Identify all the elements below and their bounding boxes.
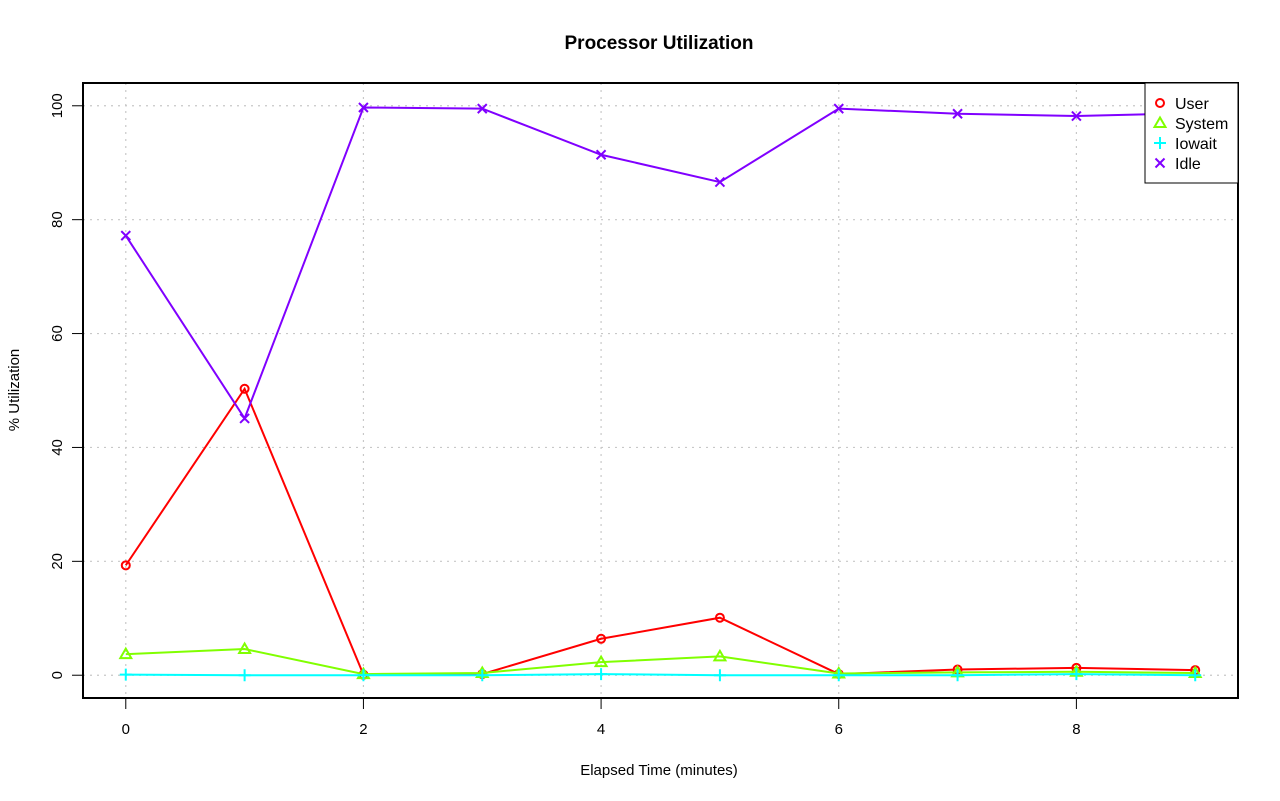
- grid: [83, 83, 1238, 698]
- legend-label-user: User: [1175, 96, 1209, 113]
- data-point-idle: [714, 176, 726, 188]
- chart-title: Processor Utilization: [565, 33, 754, 54]
- data-point-system: [237, 641, 252, 655]
- series-line-idle: [124, 106, 1196, 421]
- legend-marker-idle: [1154, 157, 1166, 169]
- y-tick-label: 100: [49, 93, 66, 118]
- data-point-idle: [120, 230, 131, 241]
- y-tick-label: 0: [49, 671, 66, 679]
- data-point-iowait: [476, 669, 489, 682]
- data-point-user: [596, 633, 607, 644]
- series-line-iowait: [125, 673, 1196, 677]
- data-point-user: [239, 383, 250, 394]
- y-tick-label: 40: [49, 439, 66, 456]
- legend-marker-system: [1152, 115, 1168, 128]
- series-line-system: [125, 648, 1196, 676]
- data-point-idle: [477, 103, 488, 114]
- legend-marker-iowait: [1154, 137, 1166, 149]
- data-point-iowait: [832, 669, 845, 682]
- data-point-idle: [595, 149, 607, 160]
- x-axis: 0 2 4 6 8: [122, 697, 1081, 738]
- series-iowait: [119, 668, 1202, 682]
- y-tick-label: 20: [49, 553, 66, 570]
- data-point-iowait: [119, 668, 132, 681]
- data-point-idle: [1071, 110, 1082, 122]
- data-point-system: [593, 654, 609, 668]
- series-user: [120, 383, 1201, 680]
- x-tick-label: 0: [122, 721, 130, 738]
- legend: User System Iowait Idle: [1144, 82, 1239, 184]
- x-axis-label: Elapsed Time (minutes): [580, 762, 738, 779]
- data-point-idle: [952, 108, 963, 119]
- x-tick-label: 4: [597, 721, 605, 738]
- series-system: [118, 641, 1203, 680]
- legend-label-iowait: Iowait: [1175, 136, 1217, 153]
- data-point-user: [120, 560, 131, 571]
- data-point-iowait: [1189, 669, 1202, 682]
- y-axis-label: % Utilization: [6, 349, 23, 432]
- data-point-iowait: [713, 669, 726, 682]
- series-line-user: [124, 386, 1196, 676]
- data-point-iowait: [951, 669, 964, 682]
- data-point-iowait: [357, 669, 370, 682]
- y-tick-label: 60: [49, 325, 66, 342]
- series-layer: [118, 102, 1203, 682]
- x-tick-label: 8: [1072, 721, 1080, 738]
- legend-label-system: System: [1175, 116, 1228, 133]
- x-tick-label: 6: [835, 721, 843, 738]
- y-axis: 0 20 40 60 80 100: [49, 93, 84, 679]
- data-point-iowait: [1070, 668, 1083, 681]
- data-point-idle: [358, 102, 369, 113]
- x-tick-label: 2: [359, 721, 367, 738]
- y-tick-label: 80: [49, 211, 66, 228]
- legend-marker-user: [1155, 98, 1165, 108]
- data-point-system: [118, 646, 134, 660]
- data-point-user: [714, 612, 725, 623]
- data-point-idle: [239, 413, 250, 424]
- legend-label-idle: Idle: [1175, 156, 1201, 173]
- series-idle: [120, 102, 1201, 424]
- data-point-system: [712, 648, 728, 662]
- data-point-iowait: [238, 669, 251, 682]
- data-point-idle: [833, 103, 844, 114]
- data-point-iowait: [595, 668, 608, 681]
